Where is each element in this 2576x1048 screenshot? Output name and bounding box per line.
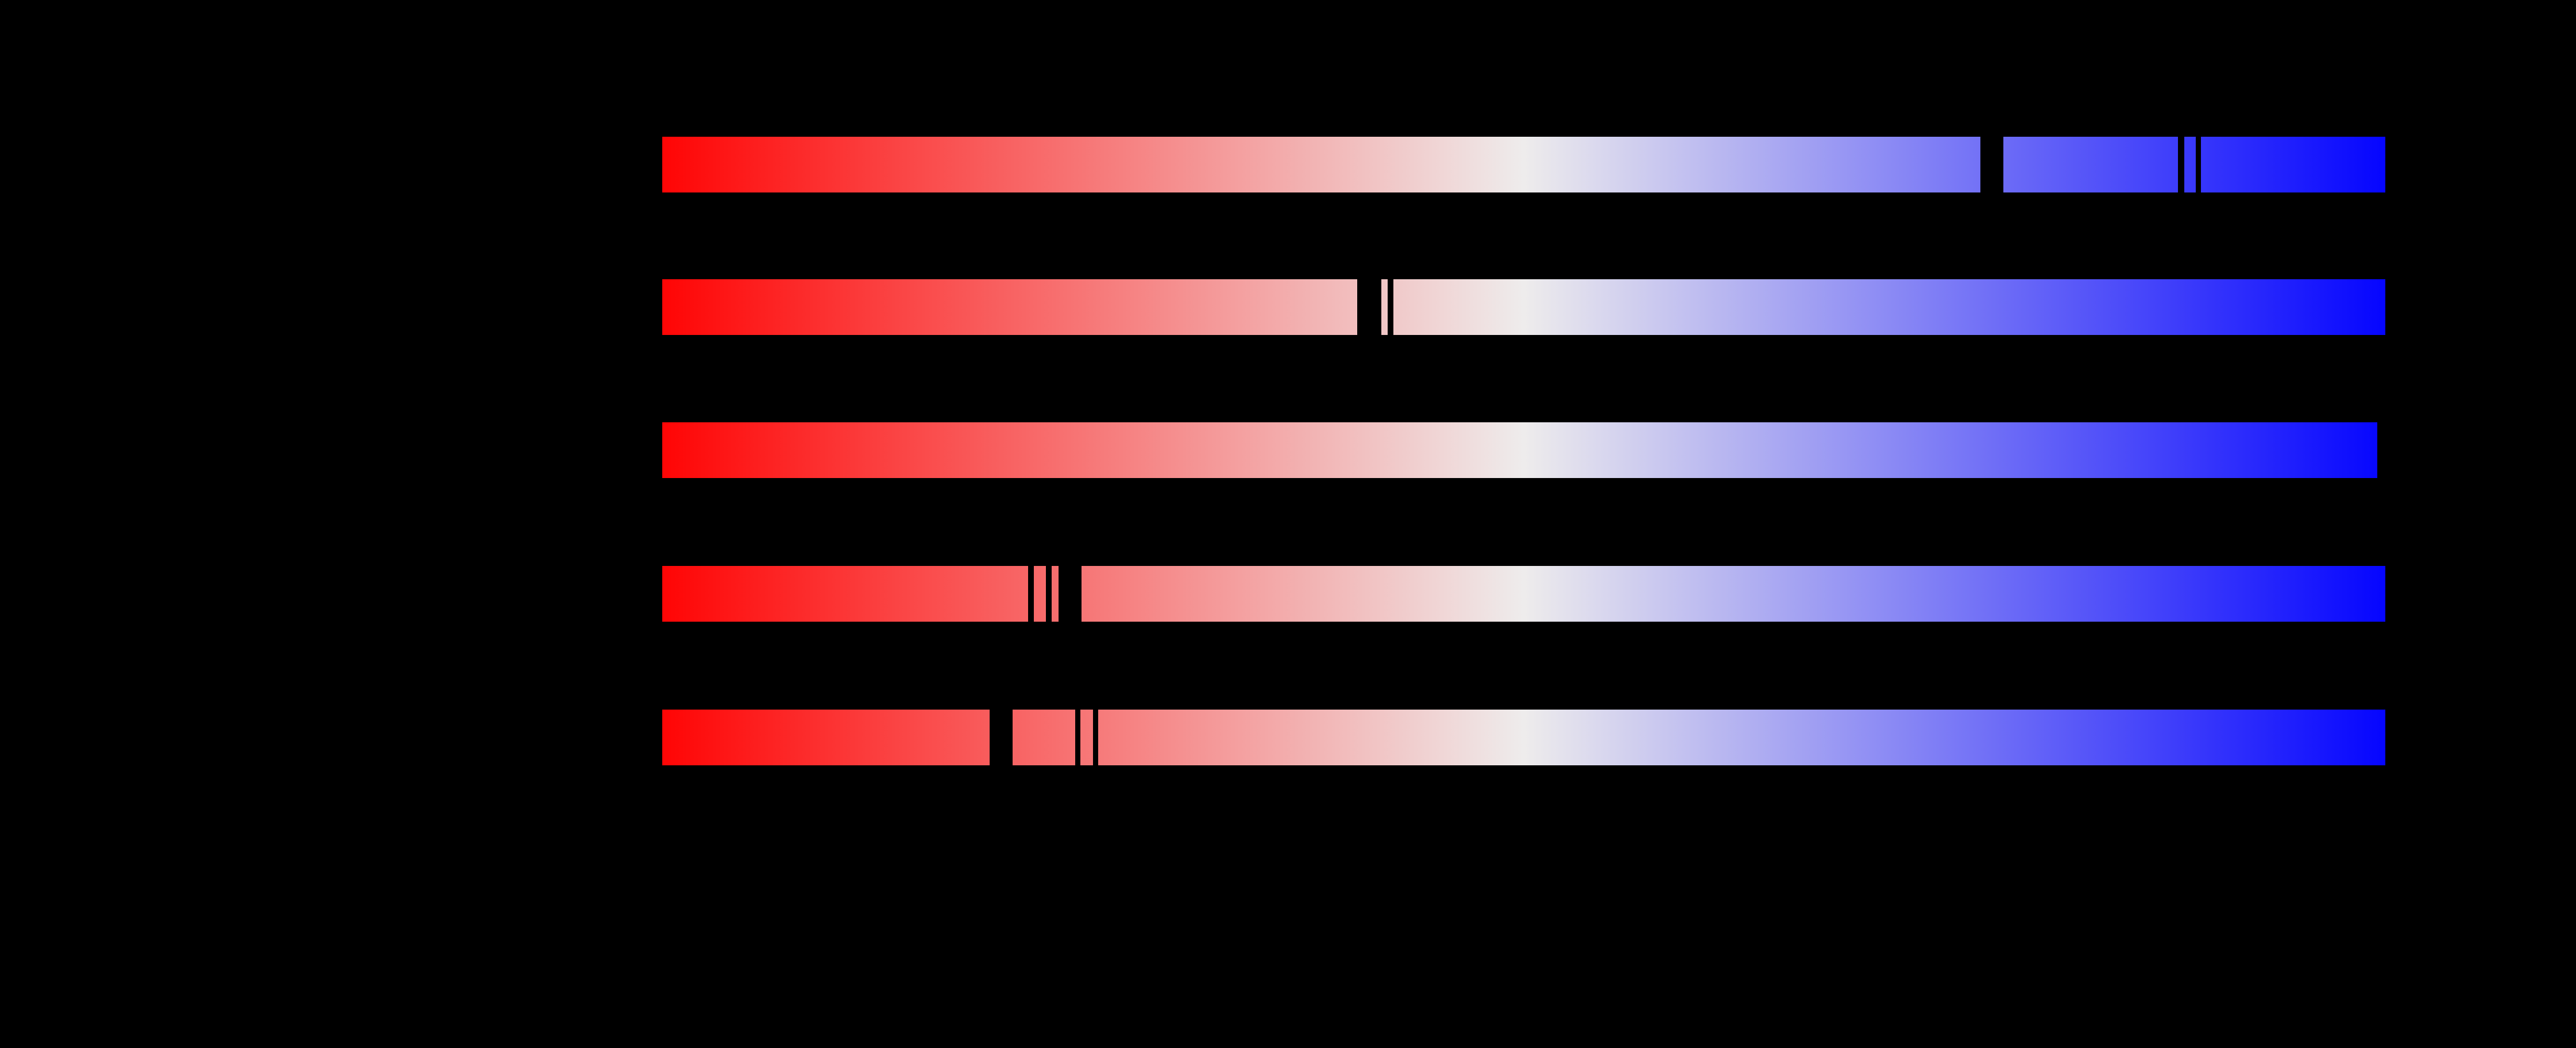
bar-gap-marker (1357, 279, 1381, 336)
bar-gap-marker (2177, 136, 2184, 193)
gradient-bar-row-2 (662, 279, 2385, 336)
bar-gap-marker (1092, 709, 1098, 766)
bar-gap-marker (2195, 136, 2201, 193)
bar-gap-marker (1028, 565, 1034, 622)
bar-gap-marker (1387, 279, 1393, 336)
gradient-bar-row-4 (662, 565, 2385, 622)
gradient-bar-row-3 (662, 422, 2385, 479)
gradient-bar-row-1 (662, 136, 2385, 193)
gradient-bar-row-5 (662, 709, 2385, 766)
bar-gap-marker (1075, 709, 1080, 766)
bar-gap-marker (1980, 136, 2003, 193)
bar-gap-marker (2377, 422, 2385, 479)
bar-gap-marker (989, 709, 1013, 766)
bar-gap-marker (1045, 565, 1052, 622)
bar-gap-marker (1058, 565, 1082, 622)
